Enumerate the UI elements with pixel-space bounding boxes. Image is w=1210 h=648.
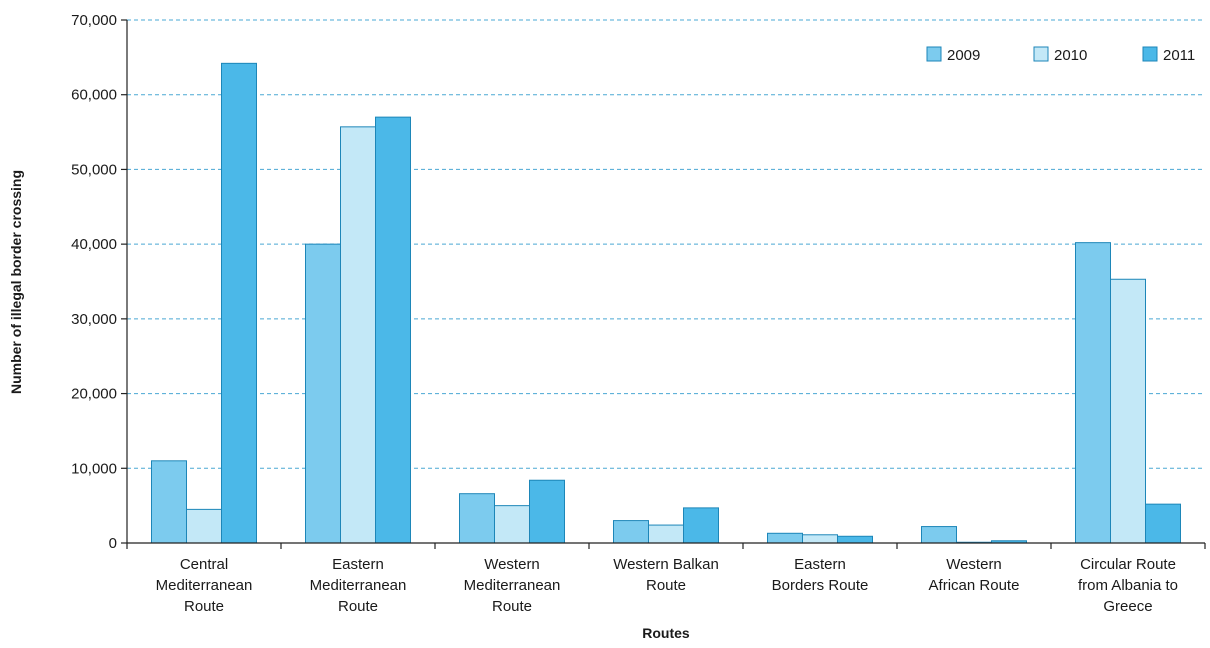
y-tick-label: 60,000: [71, 87, 117, 104]
legend-label-2009: 2009: [947, 47, 980, 64]
bar-2011: [221, 62, 257, 544]
legend: 2009 2010 2011: [926, 46, 1195, 64]
bar-2009: [305, 243, 341, 544]
y-tick-label: 40,000: [71, 236, 117, 253]
x-tick-label: Eastern Mediterranean Route: [310, 556, 407, 615]
y-ticks: 0 10,000 20,000 30,000 40,000 50,000 60,000 70,…: [71, 12, 127, 552]
x-tick-label: Western Mediterranean Route: [464, 556, 561, 615]
legend-swatch-2010: [1033, 46, 1049, 62]
y-tick-label: 70,000: [71, 12, 117, 29]
legend-swatch-2011: [1142, 46, 1158, 62]
axes: [126, 20, 1205, 544]
bar-2011: [837, 535, 873, 544]
y-tick-label: 20,000: [71, 386, 117, 403]
bar-2009: [767, 532, 803, 544]
bar-2010: [802, 534, 838, 544]
y-tick-label: 30,000: [71, 311, 117, 328]
bar-2010: [186, 508, 222, 544]
bar-2010: [494, 505, 530, 544]
bar-2011: [375, 116, 411, 544]
bar-2011: [1145, 503, 1181, 544]
bar-2011: [529, 479, 565, 544]
x-tick-label: Circular Route from Albania to Greece: [1078, 556, 1178, 615]
x-tick-label: Eastern Borders Route: [772, 556, 869, 594]
legend-label-2011: 2011: [1163, 47, 1195, 64]
bar-2010: [340, 126, 376, 544]
bar-2010: [1110, 278, 1146, 544]
y-tick-label: 50,000: [71, 161, 117, 178]
gridlines: [127, 19, 1205, 469]
x-tick-label: Western African Route: [929, 556, 1020, 594]
x-tick-label: Western Balkan Route: [613, 556, 719, 594]
y-axis-title: Number of illegal border crossing: [8, 170, 24, 394]
legend-swatch-2009: [926, 46, 942, 62]
bars: [151, 62, 1181, 544]
bar-2009: [459, 493, 495, 544]
x-tick-label: Central Mediterranean Route: [156, 556, 253, 615]
bar-2009: [1075, 242, 1111, 544]
bar-2009: [921, 526, 957, 544]
x-axis-title: Routes: [642, 625, 690, 641]
y-tick-label: 10,000: [71, 460, 117, 477]
y-tick-label: 0: [109, 535, 117, 552]
bar-2011: [683, 507, 719, 544]
bar-2009: [151, 460, 187, 544]
bar-2009: [613, 520, 649, 544]
legend-label-2010: 2010: [1054, 47, 1087, 64]
x-ticks: Central Mediterranean Route Eastern Mediterr…: [126, 543, 1206, 615]
bar-2010: [648, 524, 684, 544]
